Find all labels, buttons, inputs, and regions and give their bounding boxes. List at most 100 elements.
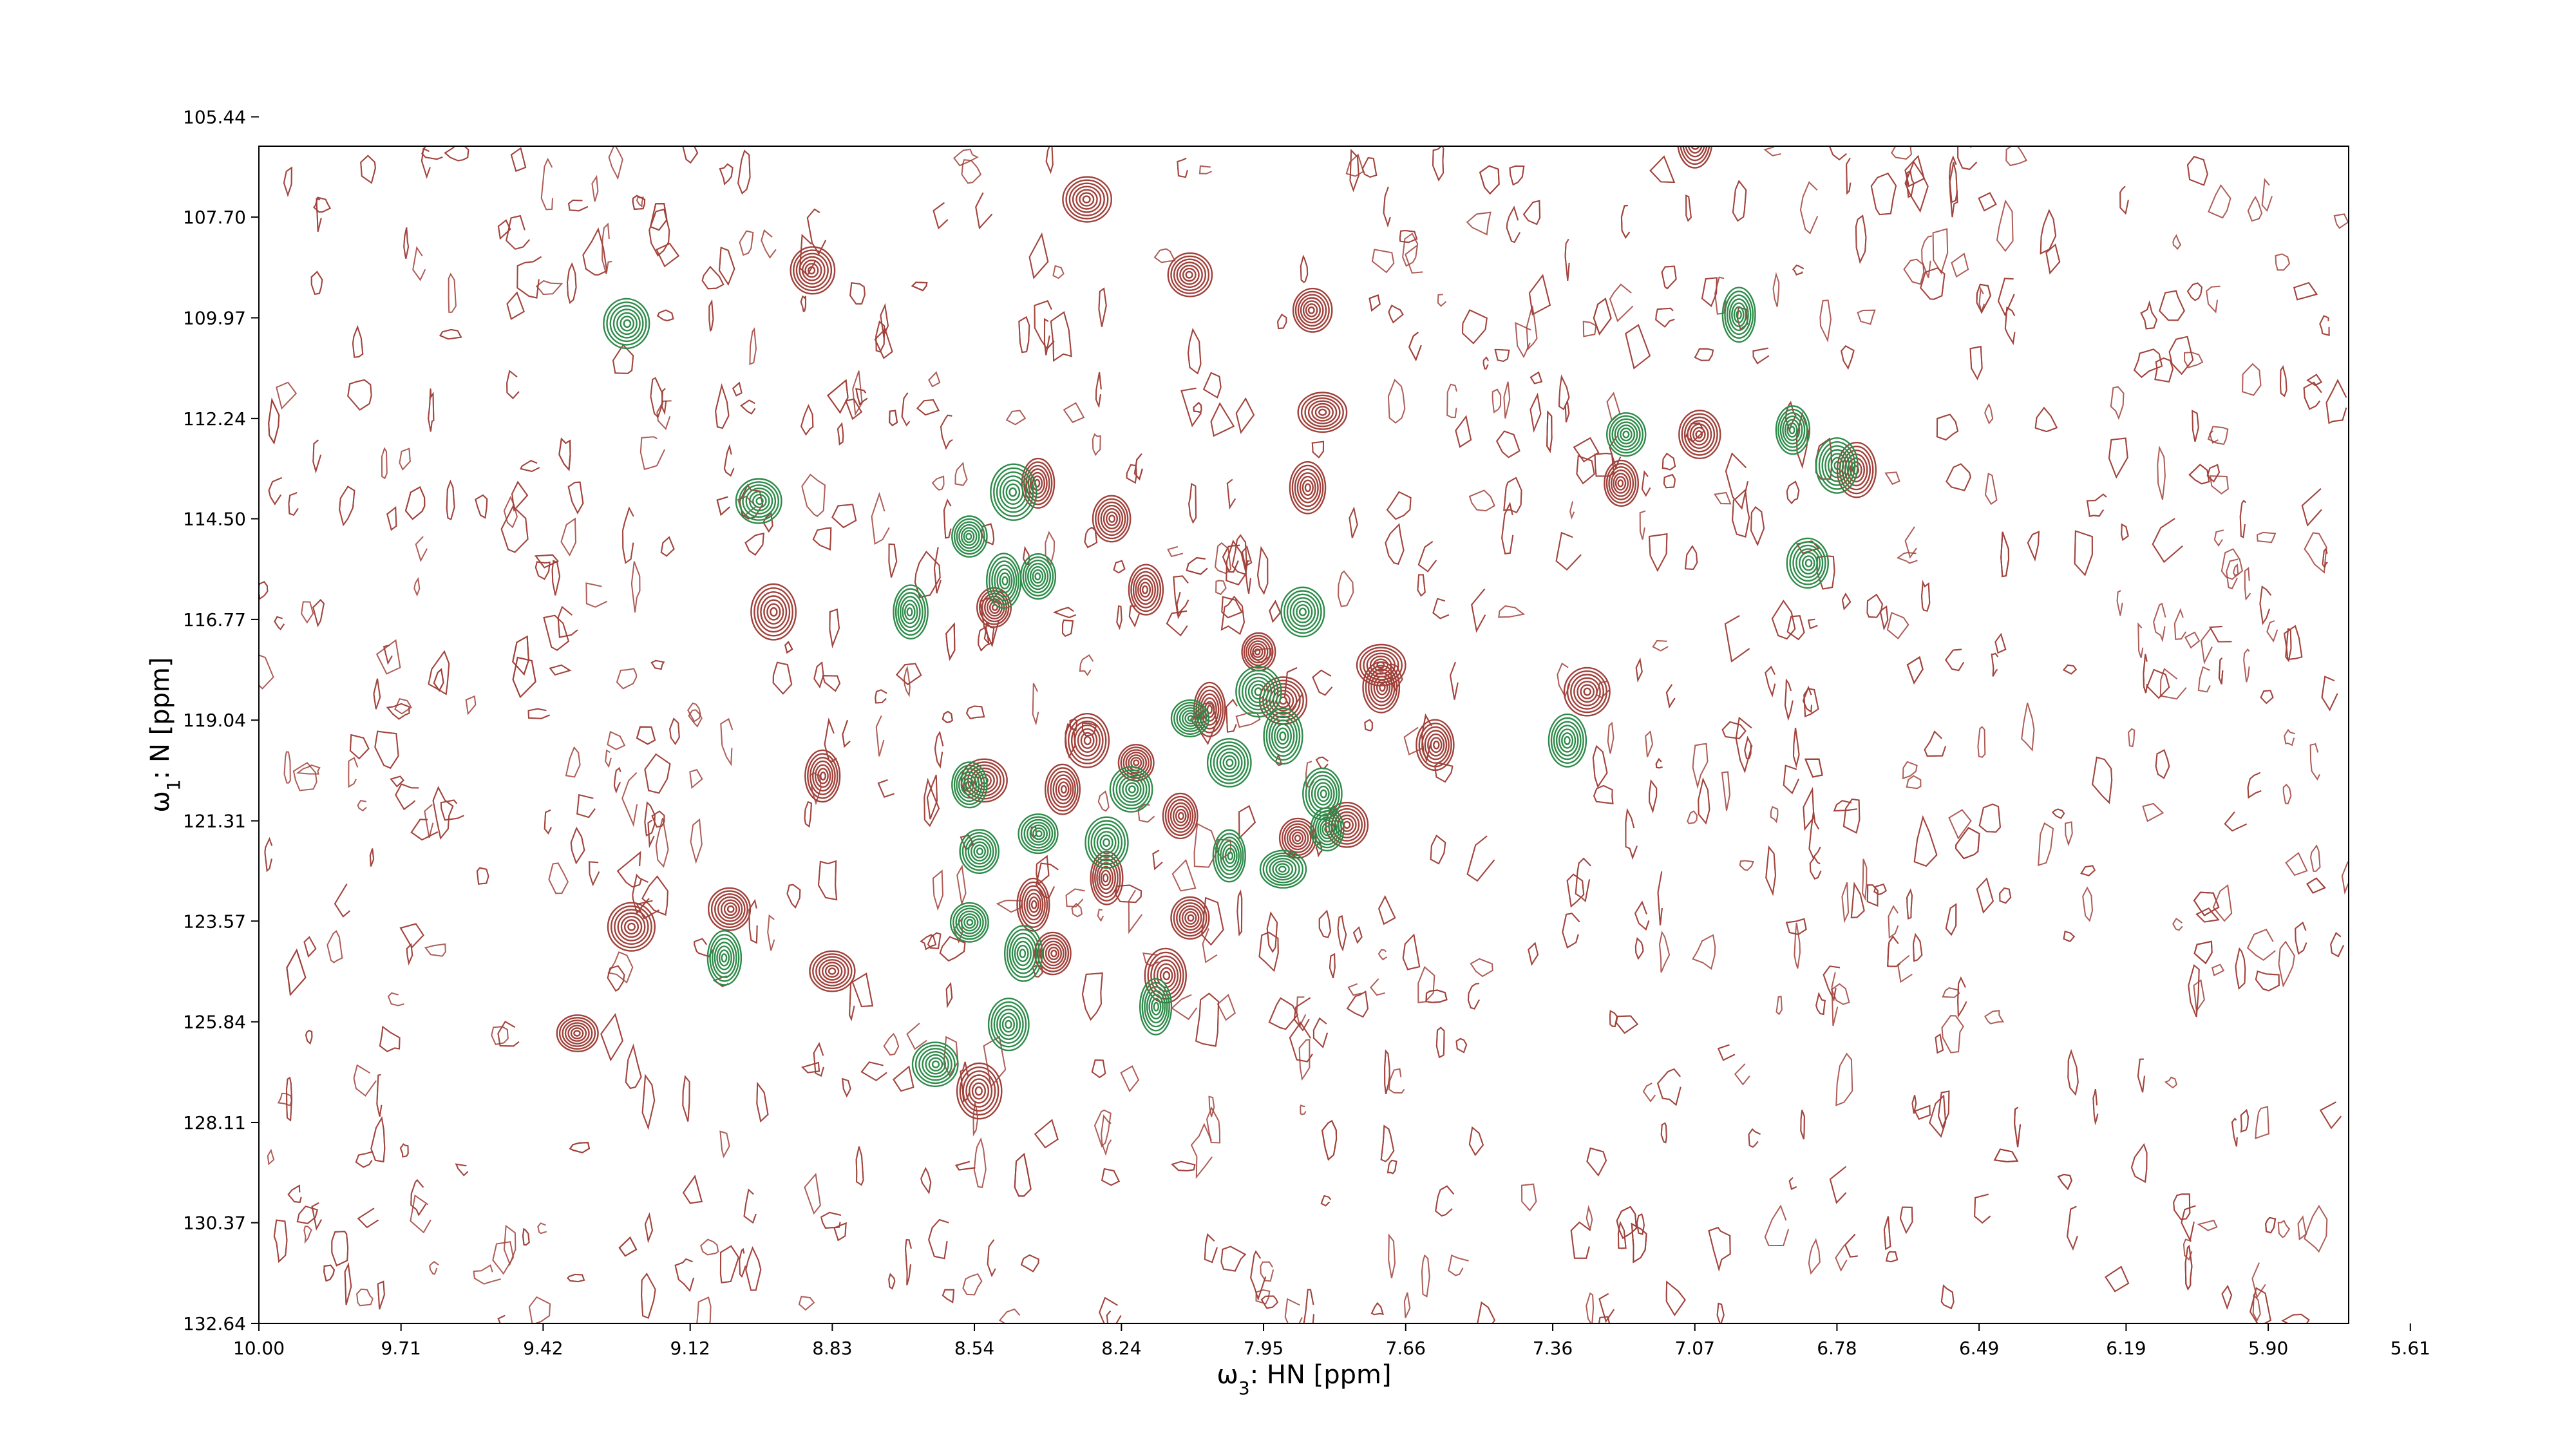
contour-ring (897, 592, 923, 632)
noise-contour (1403, 1292, 1411, 1318)
noise-contour (820, 1211, 842, 1229)
contour-ring (1025, 559, 1052, 594)
noise-contour (1385, 523, 1405, 565)
noise-contour (719, 163, 734, 185)
noise-contour (1862, 858, 1868, 901)
contour-ring (1029, 824, 1048, 843)
noise-contour (591, 175, 599, 202)
contour-ring (1020, 816, 1056, 851)
noise-contour (331, 1231, 349, 1267)
peak-contours (556, 146, 1877, 1120)
noise-contour (1220, 596, 1245, 635)
contour-ring (1084, 816, 1129, 869)
contour-ring (967, 838, 992, 865)
noise-contour (906, 1023, 927, 1050)
contour-ring (726, 905, 735, 913)
peak-1-10 (893, 584, 929, 640)
contour-ring (1319, 819, 1336, 840)
x-tick-label: 9.12 (670, 1338, 710, 1359)
noise-contour (277, 1092, 292, 1106)
y-tick-label: 128.11 (183, 1112, 246, 1133)
contour-ring (925, 1054, 946, 1075)
noise-contour (512, 635, 529, 676)
contour-ring (1170, 896, 1210, 940)
contour-ring (1079, 192, 1095, 207)
contour-ring (931, 1060, 940, 1068)
noise-contour (1349, 506, 1358, 538)
noise-contour (1634, 900, 1650, 931)
contour-ring (1821, 445, 1853, 486)
noise-contour (1573, 437, 1600, 463)
contour-ring (1060, 784, 1067, 794)
contour-ring (1006, 929, 1041, 978)
noise-contour (1546, 410, 1553, 453)
contour-ring (1782, 415, 1803, 445)
noise-contour (607, 730, 626, 750)
peak-0-18 (1416, 719, 1455, 772)
noise-contour (1530, 392, 1542, 433)
peak-1-28 (911, 1041, 959, 1087)
contour-ring (1162, 792, 1198, 840)
contour-ring (1296, 604, 1310, 620)
noise-contour (1437, 294, 1447, 307)
noise-contour (2154, 357, 2174, 383)
y-tick-label: 112.24 (183, 408, 246, 430)
contour-ring (807, 753, 838, 799)
noise-contour (942, 710, 953, 723)
noise-contour (1173, 575, 1189, 616)
contour-ring (1690, 146, 1700, 150)
noise-contour (980, 597, 999, 648)
noise-contour (761, 229, 777, 259)
noise-contour (1526, 305, 1538, 351)
noise-contour (557, 605, 578, 638)
noise-contour (875, 689, 887, 704)
noise-contour (2137, 622, 2144, 658)
contour-ring (960, 913, 979, 932)
noise-contour (2116, 590, 2123, 616)
noise-contour (1020, 1254, 1039, 1273)
contour-ring (966, 918, 974, 926)
noise-contour (288, 491, 299, 516)
x-tick-label: 7.36 (1533, 1338, 1573, 1359)
noise-contour (1598, 1316, 1611, 1323)
contour-ring (1100, 869, 1112, 887)
contour-ring (1179, 905, 1202, 931)
noise-contour (2173, 1193, 2191, 1220)
noise-contour (1321, 1119, 1338, 1161)
noise-contour (1018, 316, 1030, 354)
noise-contour (1978, 287, 1985, 314)
noise-contour (259, 581, 269, 600)
contour-ring (745, 488, 773, 515)
contour-ring (1249, 643, 1266, 661)
contour-ring (1570, 674, 1604, 710)
noise-contour (1071, 902, 1083, 918)
noise-contour (1616, 1206, 1638, 1240)
noise-contour (1455, 415, 1472, 448)
noise-contour (413, 576, 421, 597)
noise-contour (1528, 942, 1539, 966)
noise-contour (1784, 678, 1794, 721)
contour-ring (963, 529, 975, 544)
noise-contour (1210, 402, 1235, 437)
contour-ring (1220, 840, 1240, 872)
noise-contour (687, 702, 701, 723)
y-tick-label: 130.37 (183, 1213, 246, 1234)
contour-ring (1217, 837, 1242, 875)
contour-ring (1271, 719, 1295, 753)
contour-ring (738, 481, 779, 521)
contour-ring (1317, 785, 1330, 802)
contour-ring (1042, 940, 1065, 967)
noise-contour (1636, 1213, 1645, 1235)
contour-ring (987, 998, 1030, 1052)
contour-ring (1265, 683, 1301, 719)
contour-ring (906, 607, 913, 617)
noise-contour (1855, 214, 1867, 264)
noise-contour (1665, 1280, 1686, 1316)
noise-contour (1095, 372, 1102, 408)
contour-ring (1065, 179, 1109, 220)
noise-contour (544, 809, 552, 835)
noise-contours (259, 146, 2349, 1323)
contour-ring (811, 760, 834, 792)
contour-ring (1130, 567, 1162, 612)
contour-ring (1204, 701, 1215, 718)
